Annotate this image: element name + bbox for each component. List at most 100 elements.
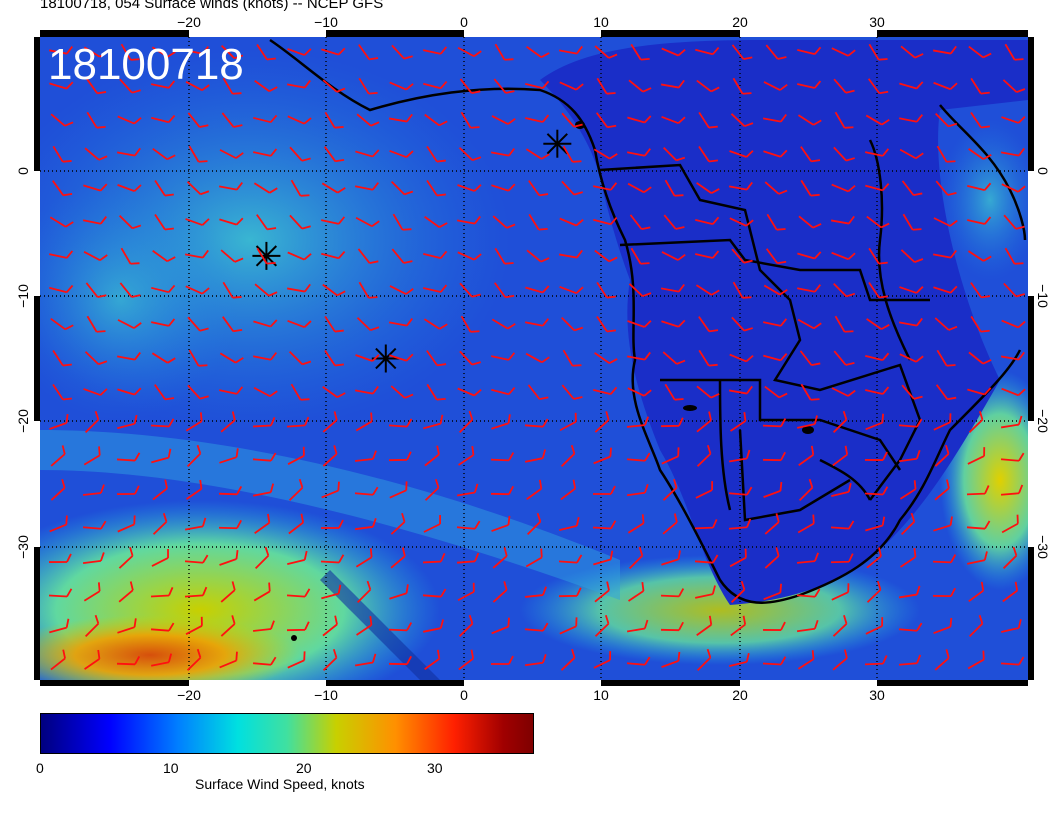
wind-barb (526, 512, 542, 535)
wind-barb (933, 285, 958, 294)
wind-barb (185, 285, 210, 295)
wind-barb (322, 411, 338, 433)
wind-barb (524, 318, 550, 327)
wind-barb (354, 182, 379, 191)
wind-barb (254, 283, 278, 297)
wind-barb (560, 444, 576, 467)
wind-barb (560, 479, 577, 501)
wind-barb (150, 622, 175, 632)
wind-barb (152, 147, 176, 161)
wind-barb (1000, 351, 1025, 361)
wind-barb (592, 485, 616, 495)
wind-barb (1001, 387, 1026, 397)
wind-barb (322, 648, 338, 671)
wind-barb (356, 615, 373, 636)
wind-barb (831, 583, 850, 601)
wind-barb (660, 588, 685, 598)
wind-barb (796, 588, 821, 598)
colorbar-label: 20 (296, 760, 312, 776)
wind-barb (354, 518, 377, 531)
wind-barb (797, 514, 815, 534)
wind-barb (628, 582, 645, 602)
wind-barb (765, 248, 787, 265)
wind-barb (184, 46, 209, 55)
wind-barb (118, 581, 134, 603)
wind-barb (898, 622, 923, 632)
wind-barb (762, 621, 786, 631)
wind-barb (84, 614, 100, 637)
left-frame (34, 37, 40, 680)
wind-barb (561, 316, 584, 332)
wind-barb (388, 317, 413, 327)
wind-barb (184, 554, 209, 564)
wind-barb (627, 320, 652, 328)
wind-barb (49, 216, 74, 228)
wind-barb (728, 449, 751, 463)
wind-barb (935, 112, 958, 128)
wind-barb (253, 319, 278, 328)
wind-barb (287, 48, 312, 56)
wind-barb (696, 648, 712, 671)
wind-barb (355, 149, 380, 158)
wind-barb (48, 46, 73, 55)
wind-barb (184, 249, 209, 259)
wind-barb (151, 448, 172, 464)
wind-barb (698, 111, 718, 129)
wind-barb (559, 412, 577, 432)
wind-barb (559, 81, 584, 91)
wind-barb (970, 112, 991, 129)
wind-barb (50, 317, 74, 331)
wind-barb (152, 479, 168, 501)
wind-barb (698, 316, 719, 333)
wind-barb (626, 452, 651, 462)
wind-barb (222, 281, 242, 299)
wind-barb (52, 349, 72, 367)
wind-barb (628, 283, 652, 298)
wind-barb (492, 581, 508, 603)
wind-barb (84, 351, 108, 366)
wind-barb (389, 481, 408, 499)
wind-barb (357, 248, 379, 264)
wind-barb (831, 47, 856, 57)
lon-tick: −20 (177, 687, 201, 700)
lat-tick: −10 (15, 284, 31, 308)
wind-barb (83, 388, 108, 396)
lat-tick: −20 (1035, 409, 1051, 433)
coastlines (269, 38, 1027, 604)
wind-barb (426, 145, 446, 163)
wind-barb (834, 111, 854, 129)
wind-barb (933, 81, 958, 91)
wind-barb (424, 478, 440, 501)
wind-barb (728, 181, 753, 191)
wind-barb (86, 111, 106, 129)
wind-barb (900, 548, 917, 568)
wind-barb (457, 251, 482, 261)
wind-barb (457, 46, 482, 58)
lat-tick: −20 (15, 409, 31, 433)
wind-barb (596, 316, 616, 333)
wind-barb (253, 386, 278, 398)
wind-barb (221, 112, 243, 128)
wind-barb (491, 352, 516, 361)
wind-barb (84, 410, 100, 433)
wind-barb (426, 179, 446, 197)
wind-barb (664, 383, 684, 401)
wind-barb (967, 551, 988, 565)
wind-barb (696, 411, 712, 433)
wind-barb (320, 554, 345, 564)
wind-barb (970, 315, 990, 333)
lon-tick: 20 (732, 687, 748, 700)
wind-barb (933, 617, 953, 635)
wind-barb (558, 249, 583, 259)
wind-barb (525, 548, 543, 568)
wind-barb (661, 550, 681, 566)
wind-barb (356, 580, 372, 603)
wind-barb (151, 46, 176, 58)
lon-tick: 10 (593, 687, 609, 700)
wind-barb (932, 554, 957, 564)
wind-barb (864, 451, 888, 461)
wind-barb (218, 519, 242, 530)
wind-barb (49, 250, 74, 259)
wind-barb (559, 617, 578, 635)
wind-barb (290, 383, 310, 401)
